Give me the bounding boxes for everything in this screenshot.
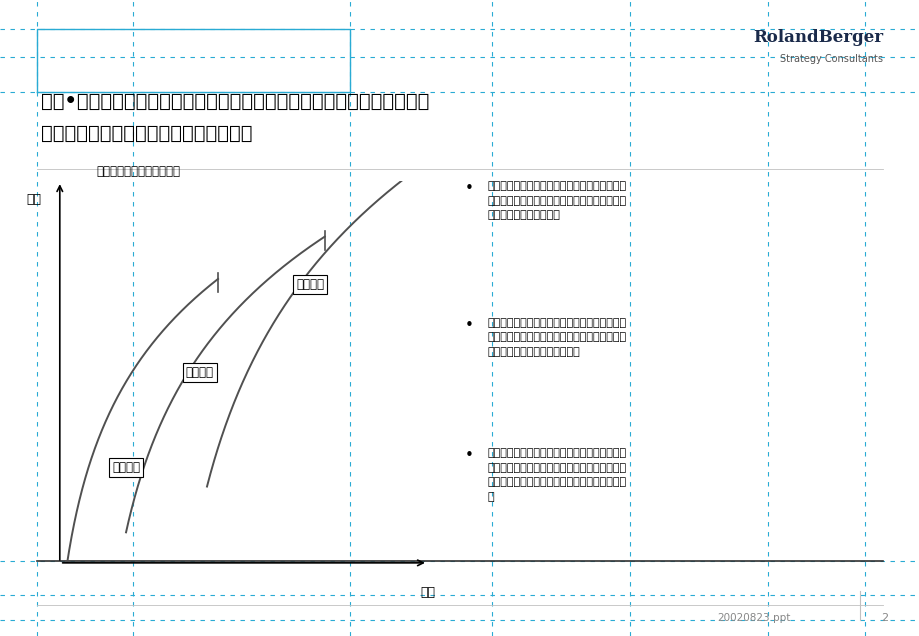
Text: 时间: 时间	[420, 586, 435, 598]
Text: 核心产业是推动开发区经济发展的支柱，是为开
发区经济发展创造价值的主体，准确界定核心产
业是做好开发区产业定位的关键: 核心产业是推动开发区经济发展的支柱，是为开 发区经济发展创造价值的主体，准确界定…	[487, 318, 626, 357]
Text: •: •	[464, 448, 473, 464]
Text: 前瞻产业，也称先导性产业，是开发区未来的核
心产业，但在目前尚不能构成其经济的主体和价
值创造的第一推动力，是开发区要着力培养的产
业: 前瞻产业，也称先导性产业，是开发区未来的核 心产业，但在目前尚不能构成其经济的主…	[487, 448, 626, 502]
Text: RolandBerger: RolandBerger	[753, 29, 882, 46]
Text: •: •	[464, 181, 473, 197]
Text: •: •	[464, 318, 473, 333]
Text: 规模: 规模	[27, 193, 41, 205]
Text: 核心产业: 核心产业	[186, 366, 213, 378]
Text: 20020823.ppt: 20020823.ppt	[717, 613, 790, 623]
Text: 罗兰•贝格认为，科学的开发区产业定位组合应该由三种类型产业构成，它: 罗兰•贝格认为，科学的开发区产业定位组合应该由三种类型产业构成，它	[41, 92, 429, 111]
Text: 2: 2	[879, 613, 887, 623]
Text: 辅助产业: 辅助产业	[112, 461, 140, 474]
Text: 前瞻产业: 前瞻产业	[296, 278, 323, 291]
Text: 科学的开发区产业定位组合: 科学的开发区产业定位组合	[96, 165, 180, 178]
Text: Strategy Consultants: Strategy Consultants	[779, 54, 882, 64]
Text: 辅助产业主要包括保障性、服务性产业和为核心
产业提供配套服务的关联性产业，是一个开发区
经济发展不可或缺的部分: 辅助产业主要包括保障性、服务性产业和为核心 产业提供配套服务的关联性产业，是一个…	[487, 181, 626, 220]
Text: 们将在不同时期推动开发区的可持续成长: 们将在不同时期推动开发区的可持续成长	[41, 124, 253, 143]
